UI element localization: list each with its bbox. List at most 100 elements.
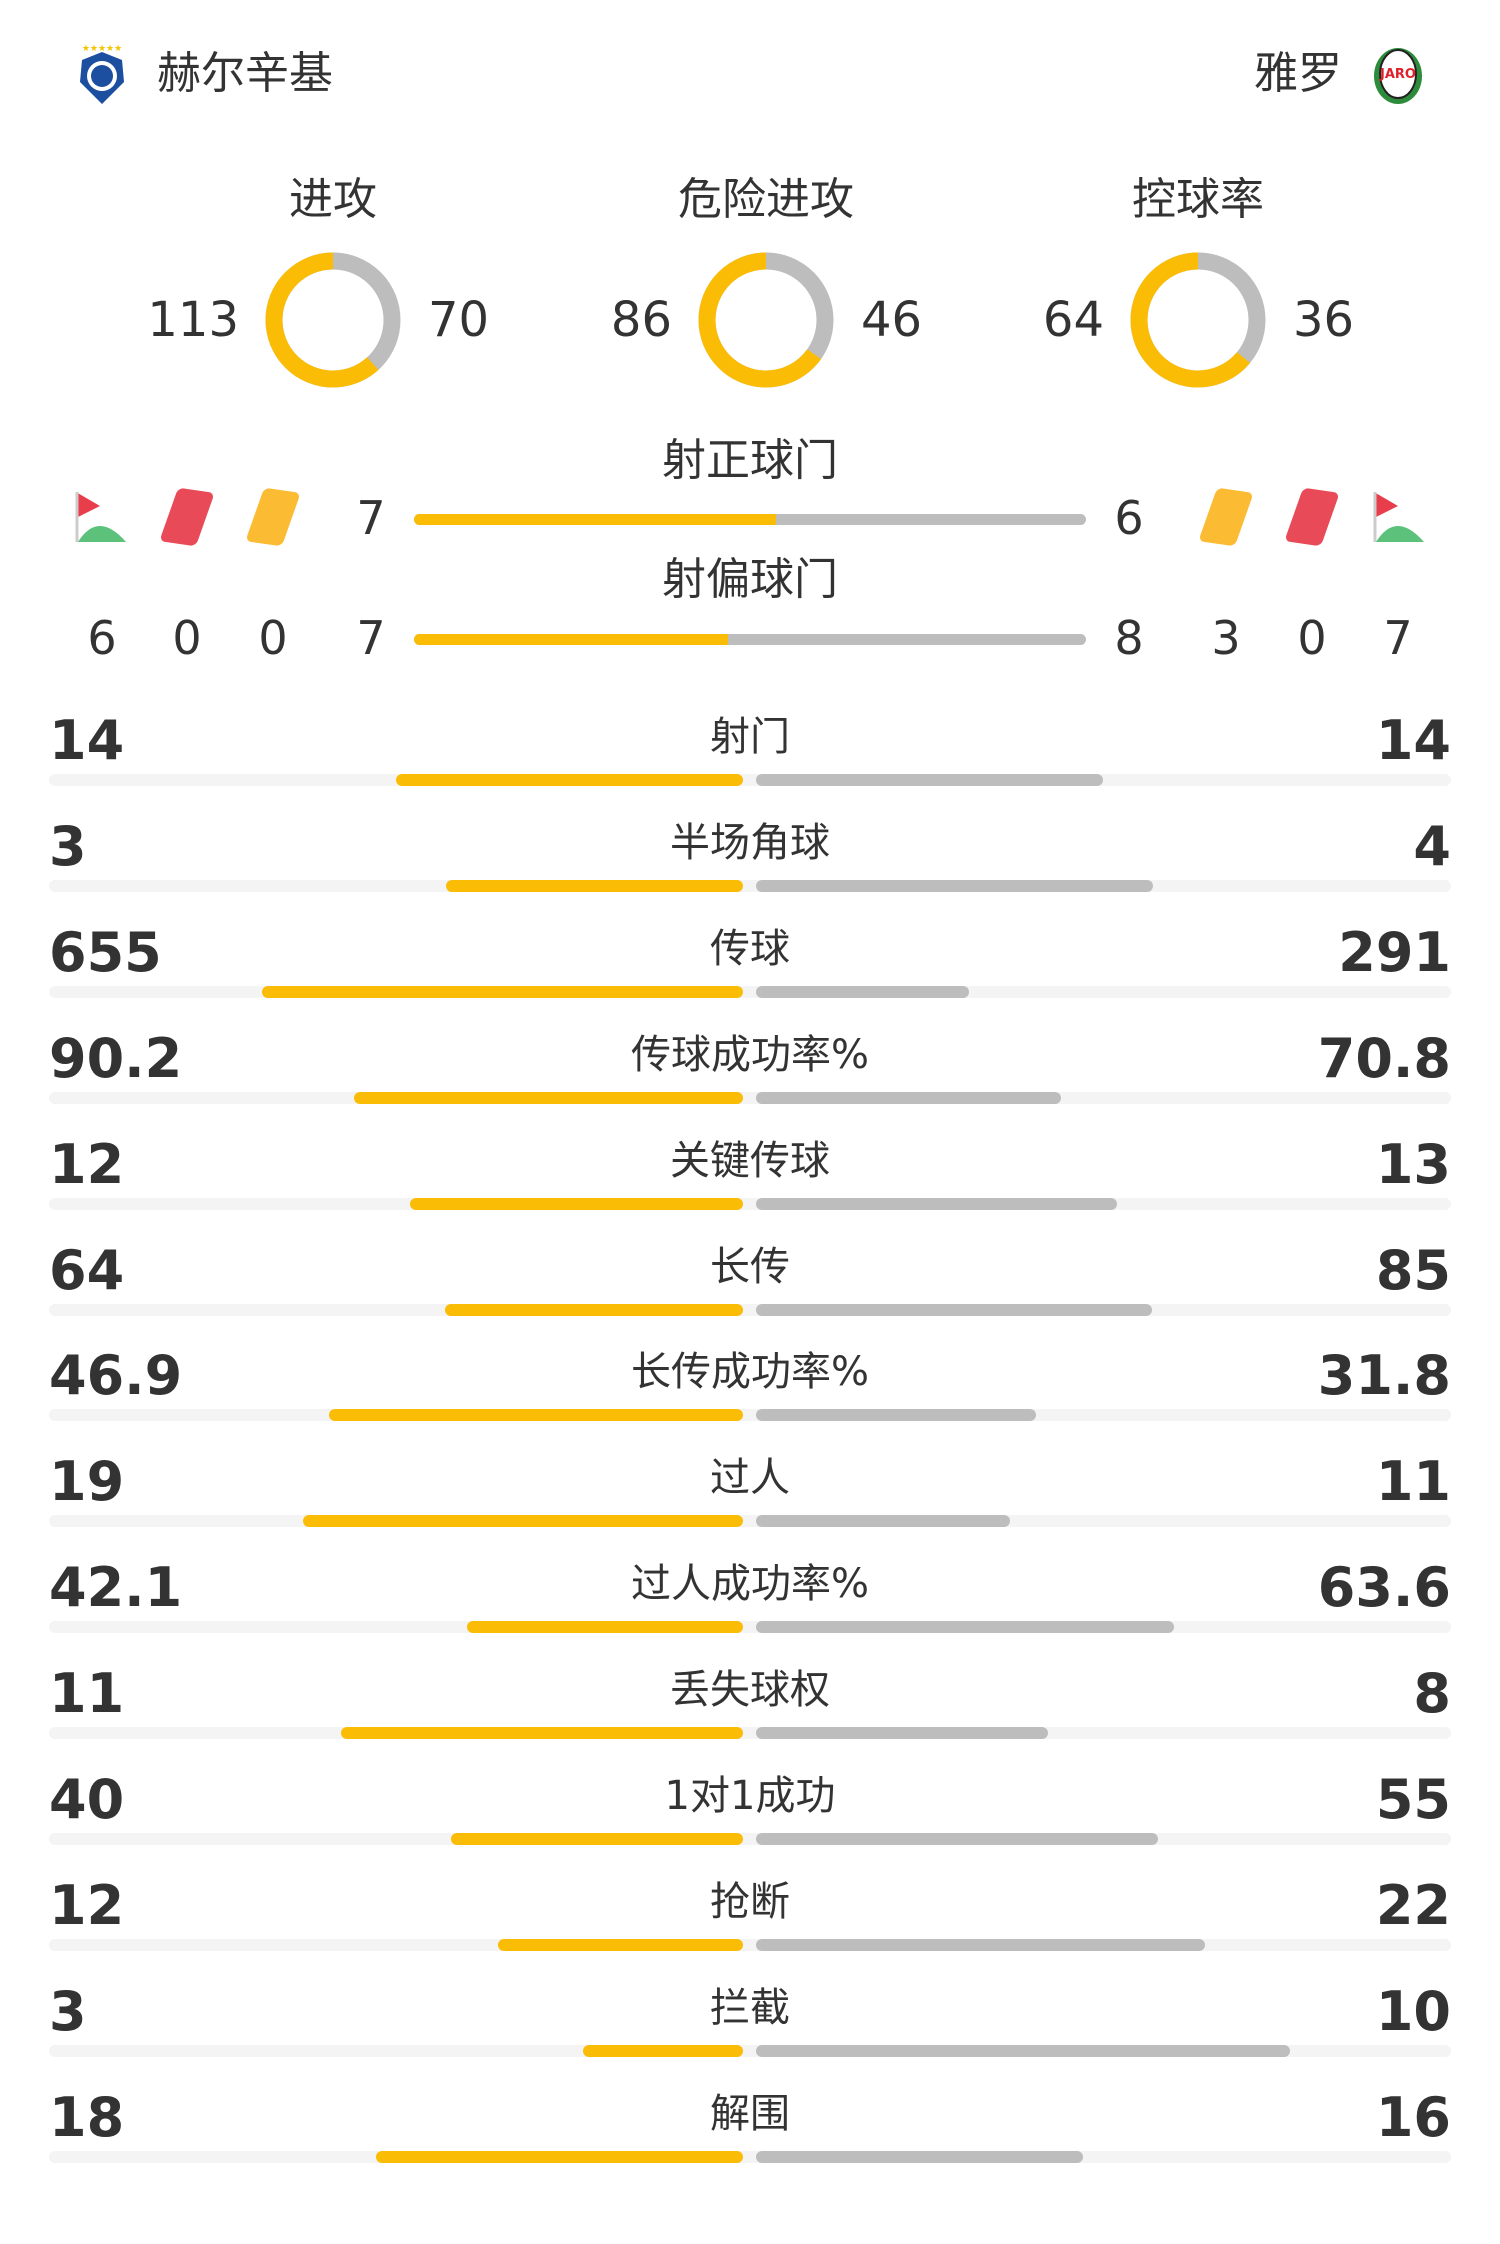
svg-text:★★★★★: ★★★★★: [82, 44, 122, 54]
donut-home-value: 64: [1042, 292, 1104, 348]
shots-on-target-bar: [414, 514, 1086, 525]
stat-away-bar: [756, 1938, 1206, 1951]
stat-away-value: 13: [1375, 1132, 1451, 1196]
donut-chart: [1130, 252, 1266, 388]
stat-home-value: 3: [49, 814, 87, 878]
svg-text:JARO: JARO: [1379, 67, 1416, 82]
stat-home-value: 64: [49, 1238, 125, 1302]
stat-home-value: 46.9: [49, 1344, 183, 1408]
away-shots-off-target: 8: [1114, 611, 1144, 665]
stat-away-value: 70.8: [1317, 1026, 1451, 1090]
stat-home-value: 18: [49, 2085, 125, 2149]
stat-label: 射门: [710, 714, 790, 760]
stat-away-value: 31.8: [1317, 1344, 1451, 1408]
stat-track: [49, 1621, 1451, 1634]
stat-home-bar: [354, 1091, 743, 1104]
stat-home-bar: [445, 879, 743, 892]
stat-away-value: 10: [1375, 1979, 1451, 2043]
home-corner-flag-icon: [74, 490, 128, 548]
stat-home-bar: [582, 2044, 743, 2057]
stat-away-bar: [756, 1833, 1158, 1845]
donut-away-value: 46: [861, 292, 923, 348]
away-corners: 7: [1383, 611, 1413, 665]
stat-away-bar: [756, 879, 1153, 892]
stat-label: 抢断: [710, 1878, 790, 1925]
stat-label: 长传: [710, 1243, 790, 1290]
stat-track: [49, 1833, 1451, 1845]
shots-off-target-bar: [414, 634, 1086, 645]
stat-home-value: 40: [49, 1768, 125, 1831]
home-red-card-icon: [159, 487, 215, 547]
stat-away-value: 4: [1413, 814, 1451, 878]
donut-title: 控球率: [1132, 174, 1264, 225]
stat-label: 传球成功率%: [630, 1031, 869, 1078]
donut-chart: [265, 252, 401, 388]
donut-home-arc: [1130, 252, 1266, 388]
stat-home-bar: [444, 1303, 743, 1316]
stat-track: [49, 1515, 1451, 1528]
away-shots-on-target: 6: [1114, 491, 1144, 545]
home-yellow-cards: 0: [258, 611, 288, 665]
donut-home-arc: [698, 252, 834, 388]
stat-away-bar: [756, 2044, 1290, 2057]
donut-home-value: 86: [610, 292, 672, 348]
away-red-card-icon: [1284, 487, 1340, 547]
stat-label: 半场角球: [670, 819, 830, 866]
stat-label: 解围: [710, 2090, 790, 2137]
away-yellow-card-icon: [1198, 487, 1254, 547]
stat-home-value: 12: [49, 1873, 125, 1937]
stat-track: [49, 1303, 1451, 1316]
away-yellow-cards: 3: [1211, 611, 1241, 665]
stat-home-value: 12: [49, 1132, 125, 1196]
donut-title: 危险进攻: [678, 174, 854, 225]
stat-away-bar: [756, 774, 1103, 786]
stat-home-value: 90.2: [49, 1026, 183, 1090]
donut-chart: [698, 252, 834, 388]
home-team-name: 赫尔辛基: [157, 48, 333, 99]
stat-away-value: 291: [1338, 920, 1451, 984]
stat-home-bar: [450, 1833, 743, 1845]
stat-label: 关键传球: [670, 1137, 830, 1184]
stat-home-bar: [466, 1621, 743, 1634]
home-team-logo-icon: ★★★★★: [74, 42, 130, 106]
home-shots-on-target: 7: [356, 491, 386, 545]
stat-label: 传球: [710, 925, 790, 972]
stat-track: [49, 1197, 1451, 1210]
stat-track: [49, 1727, 1451, 1740]
stat-home-bar: [498, 1938, 743, 1951]
stat-home-value: 3: [49, 1979, 87, 2043]
away-corner-flag-icon: [1372, 490, 1426, 548]
away-red-cards: 0: [1297, 611, 1327, 665]
stat-home-bar: [329, 1409, 743, 1422]
stat-away-value: 63.6: [1317, 1556, 1451, 1620]
donut-home-arc: [265, 252, 401, 388]
stat-away-value: 8: [1413, 1662, 1451, 1726]
stat-home-bar: [262, 985, 743, 998]
home-red-cards: 0: [172, 611, 202, 665]
stat-home-bar: [375, 2150, 743, 2163]
stat-away-bar: [756, 985, 970, 998]
stat-label: 过人成功率%: [630, 1561, 869, 1608]
stat-away-bar: [756, 1197, 1117, 1210]
stat-home-value: 11: [49, 1662, 125, 1726]
donut-away-value: 36: [1293, 292, 1355, 348]
stat-home-bar: [341, 1727, 743, 1740]
stat-home-value: 655: [49, 920, 162, 984]
stat-track: [49, 1409, 1451, 1422]
stat-away-value: 16: [1375, 2085, 1451, 2149]
stat-home-bar: [409, 1197, 743, 1210]
donut-away-value: 70: [428, 292, 490, 348]
stat-label: 拦截: [710, 1984, 790, 2031]
donut-title: 进攻: [289, 174, 377, 225]
stat-track: [49, 985, 1451, 998]
stat-away-bar: [756, 1515, 1011, 1528]
donut-home-value: 113: [147, 292, 239, 348]
shots-on-target-title: 射正球门: [662, 435, 838, 486]
stat-label: 过人: [710, 1455, 790, 1502]
stat-away-bar: [756, 1727, 1049, 1740]
home-corners: 6: [87, 611, 117, 665]
shots-off-target-title: 射偏球门: [662, 554, 838, 605]
stat-away-bar: [756, 2150, 1083, 2163]
stat-home-bar: [303, 1515, 743, 1528]
stat-away-value: 11: [1375, 1450, 1451, 1514]
